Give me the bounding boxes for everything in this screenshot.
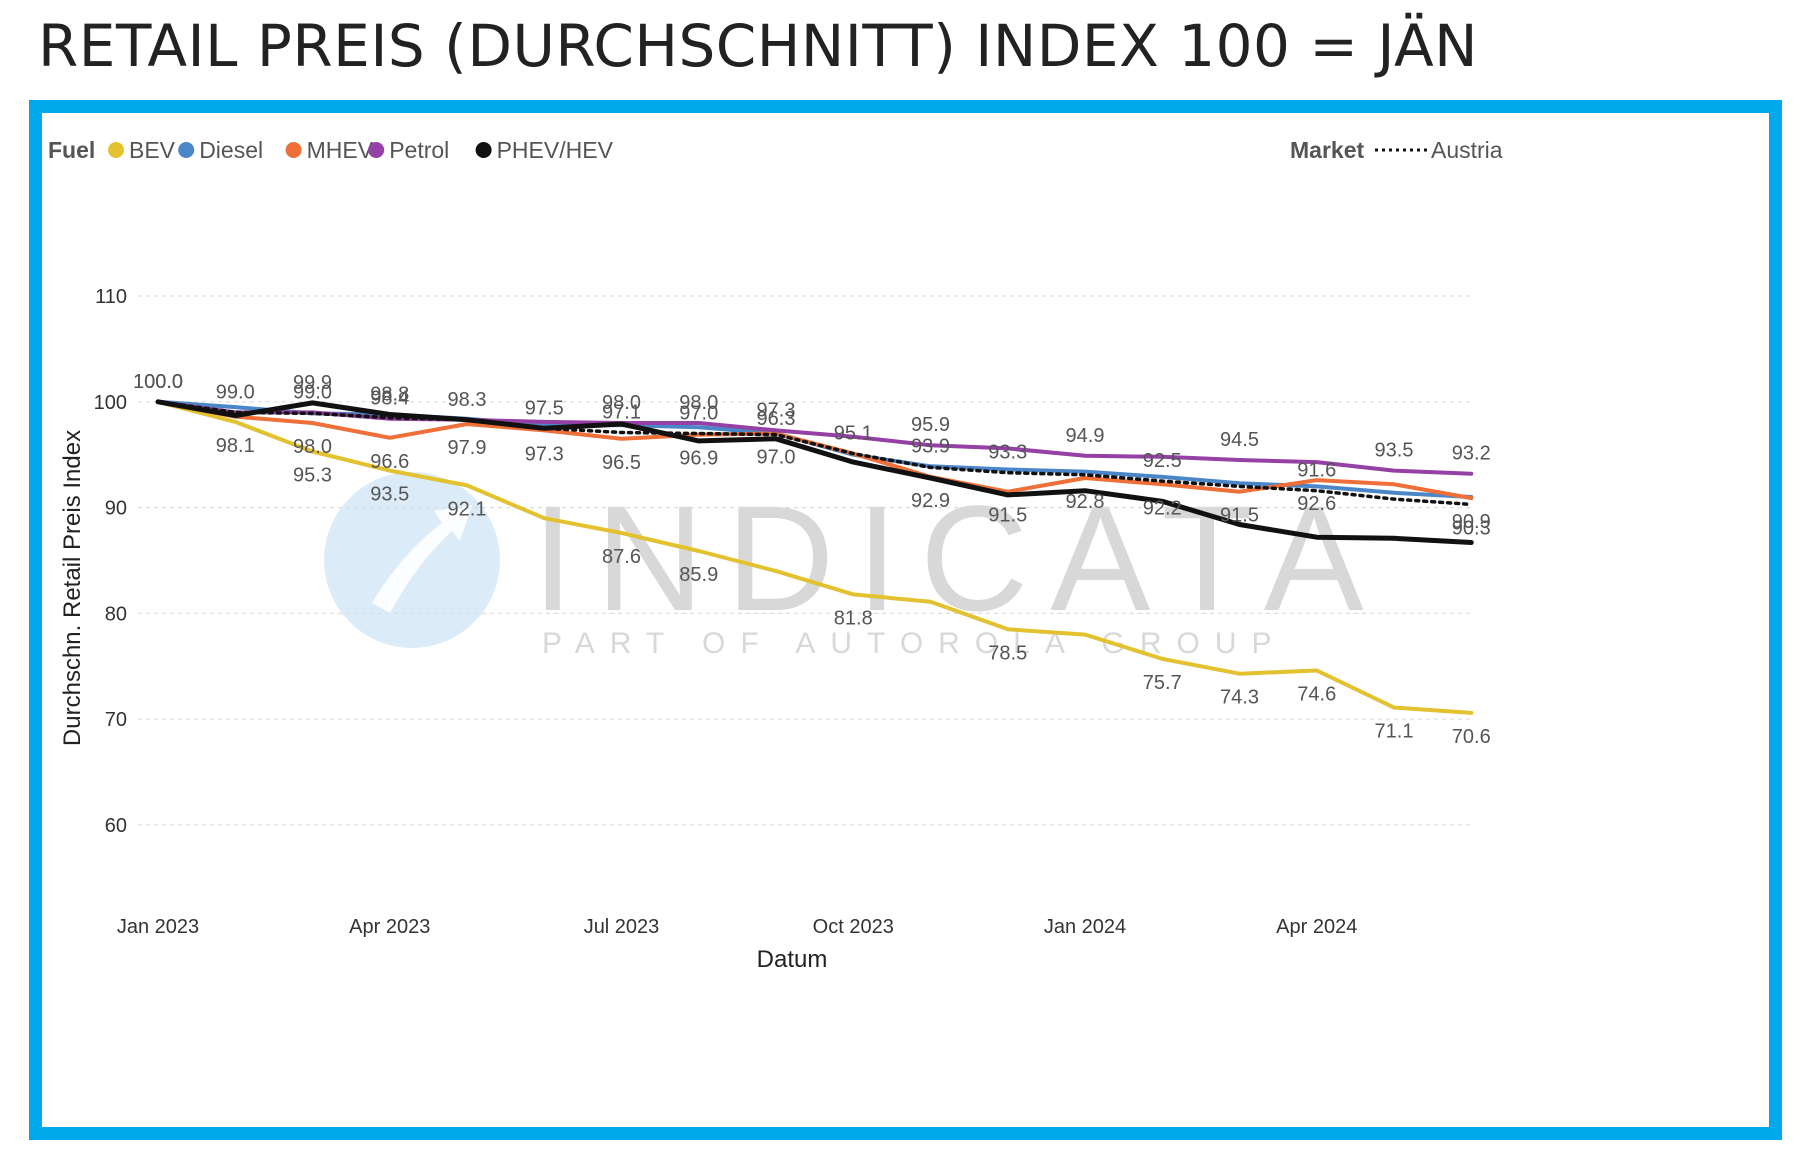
chart-frame: INDICATA PART OF AUTOROLA GROUP 60 70 80 90…: [29, 100, 1782, 1140]
data-label: 99.0: [293, 381, 332, 403]
legend-item: Austria: [1431, 137, 1503, 163]
watermark-tagline: PART OF AUTOROLA GROUP: [542, 627, 1287, 660]
data-label: 98.8: [370, 383, 409, 405]
x-tick-label: Jul 2023: [584, 916, 660, 938]
data-label: 98.3: [448, 389, 487, 411]
data-label: 87.6: [602, 546, 641, 568]
data-label: 96.5: [602, 452, 641, 474]
data-label: 96.3: [757, 408, 796, 430]
y-tick-label: 80: [105, 603, 127, 625]
data-label: 99.0: [216, 381, 255, 403]
legend-item: Petrol: [389, 137, 449, 163]
data-label: 90.9: [1452, 511, 1491, 533]
data-label: 96.6: [370, 451, 409, 473]
data-label: 70.6: [1452, 726, 1491, 748]
data-label: 74.3: [1220, 687, 1259, 709]
data-label: 98.0: [602, 392, 641, 414]
data-label: 97.1: [602, 401, 641, 423]
legend-fuel-title: Fuel: [48, 137, 95, 163]
data-label: 91.6: [1297, 460, 1336, 482]
data-label: 91.5: [988, 505, 1027, 527]
x-tick-label: Apr 2023: [349, 916, 430, 938]
series-line-phev-hev: [155, 399, 1474, 545]
legend-marker: [285, 142, 302, 158]
legend-item: BEV: [129, 137, 176, 163]
x-tick-label: Oct 2023: [813, 916, 894, 938]
data-label: 97.9: [448, 437, 487, 459]
legend-item: MHEV: [307, 137, 374, 163]
data-label: 96.9: [679, 448, 718, 470]
data-label: 93.9: [911, 435, 950, 457]
data-label: 100.0: [133, 371, 183, 393]
data-label: 99.9: [293, 372, 332, 394]
y-axis-title: Durchschn. Retail Preis Index: [59, 430, 86, 746]
line-chart: INDICATA PART OF AUTOROLA GROUP 60 70 80 90…: [48, 137, 1503, 973]
legend-marker: [108, 142, 124, 158]
data-label: 94.5: [1220, 429, 1259, 451]
data-label: 92.8: [1066, 491, 1105, 513]
data-label: 93.2: [1452, 443, 1491, 465]
data-label: 85.9: [679, 564, 718, 586]
x-tick-label: Apr 2024: [1276, 916, 1357, 938]
y-tick-label: 60: [105, 815, 127, 837]
series-line-bev: [156, 399, 1474, 715]
data-label: 92.5: [1143, 450, 1182, 472]
y-tick-label: 70: [105, 709, 127, 731]
data-label: 98.1: [216, 435, 255, 457]
legend-marker: [368, 142, 385, 158]
data-label: 97.0: [757, 447, 796, 469]
data-label: 98.4: [370, 388, 409, 410]
data-label: 98.0: [679, 392, 718, 414]
x-axis-ticks: Jan 2023 Apr 2023 Jul 2023 Oct 2023 Jan 2024…: [117, 916, 1357, 938]
legend-marker: [475, 142, 492, 158]
x-axis-title: Datum: [757, 946, 828, 973]
data-label: 97.0: [679, 403, 718, 425]
x-tick-label: Jan 2024: [1044, 916, 1126, 938]
data-label: 71.1: [1375, 721, 1414, 743]
data-label: 97.5: [525, 397, 564, 419]
legend-item: Diesel: [199, 137, 263, 163]
data-label: 75.7: [1143, 672, 1182, 694]
watermark-brand: INDICATA: [532, 474, 1386, 642]
data-label: 97.3: [525, 443, 564, 465]
page-title: RETAIL PREIS (DURCHSCHNITT) INDEX 100 = …: [38, 12, 1479, 80]
data-label: 78.5: [988, 642, 1027, 664]
x-tick-label: Jan 2023: [117, 916, 199, 938]
legend-market-title: Market: [1290, 137, 1364, 163]
y-axis-ticks: 60 70 80 90 100 110: [94, 286, 127, 837]
y-tick-label: 100: [94, 392, 127, 414]
data-label: 93.5: [370, 484, 409, 506]
data-label: 93.5: [1375, 440, 1414, 462]
data-label: 92.9: [911, 490, 950, 512]
series-line-austria: [156, 400, 1474, 507]
data-label: 95.1: [834, 423, 873, 445]
grid-lines: [138, 295, 1474, 826]
data-label: 100.0: [133, 371, 183, 393]
data-label: 74.6: [1297, 684, 1336, 706]
legend-item: PHEV/HEV: [497, 137, 614, 163]
y-tick-label: 110: [95, 286, 127, 308]
data-label: 90.3: [1452, 517, 1491, 539]
data-label: 97.3: [757, 399, 796, 421]
data-label: 98.0: [293, 436, 332, 458]
data-label: 94.9: [1066, 425, 1105, 447]
indicata-logo-arrow-icon: [372, 505, 472, 613]
data-labels: 100.0 98.1 95.3 93.5 92.1 87.6 85.9 81.8 78.5 75.…: [133, 371, 1491, 748]
data-label: 95.9: [911, 414, 950, 436]
legend: Fuel BEV Diesel MHEV Petrol PHEV/HEV Market Aus…: [48, 137, 1503, 163]
data-label: 92.2: [1143, 497, 1182, 519]
data-label: 92.6: [1297, 493, 1336, 515]
data-label: 92.1: [448, 498, 487, 520]
legend-marker: [178, 142, 195, 158]
data-label: 93.3: [988, 442, 1027, 464]
data-label: 91.5: [1220, 505, 1259, 527]
data-label: 95.3: [293, 465, 332, 487]
y-tick-label: 90: [105, 498, 127, 520]
series-lines: [155, 399, 1474, 715]
data-label: 81.8: [834, 607, 873, 629]
